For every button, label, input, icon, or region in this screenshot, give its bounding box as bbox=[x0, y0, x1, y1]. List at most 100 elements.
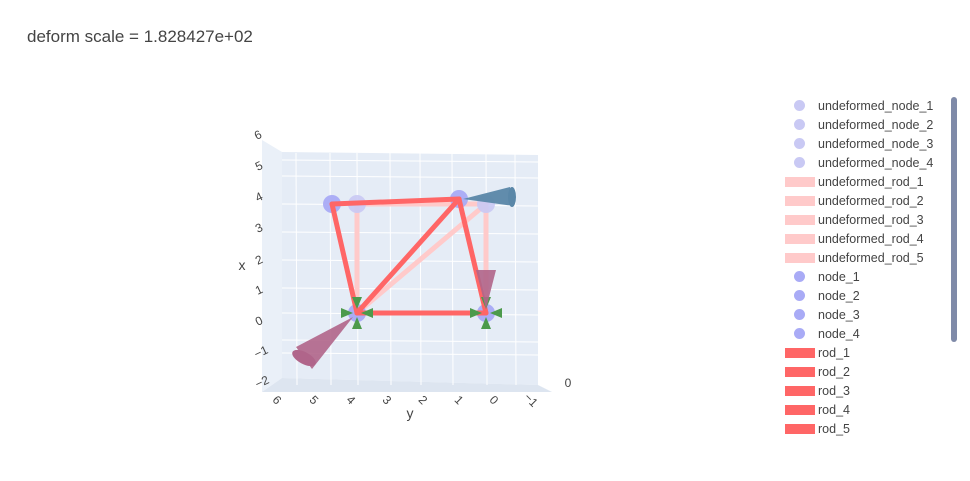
support-cone bbox=[352, 317, 362, 329]
legend-label: rod_4 bbox=[818, 402, 850, 417]
legend-label: node_1 bbox=[818, 269, 860, 284]
y-tick-label: 4 bbox=[344, 393, 359, 408]
legend-line-icon bbox=[782, 172, 818, 191]
load-cone-node-4 bbox=[463, 187, 514, 206]
legend-item[interactable]: undeformed_rod_4 bbox=[782, 229, 924, 248]
scene-side-wall bbox=[262, 140, 282, 392]
legend-marker-icon bbox=[782, 286, 818, 305]
legend-marker-icon bbox=[782, 267, 818, 286]
legend-item[interactable]: node_1 bbox=[782, 267, 860, 286]
legend-item[interactable]: rod_5 bbox=[782, 419, 850, 438]
legend-line-icon bbox=[782, 362, 818, 381]
x-tick-label: −1 bbox=[252, 343, 271, 362]
legend-item[interactable]: node_2 bbox=[782, 286, 860, 305]
legend-line-icon bbox=[782, 419, 818, 438]
legend-marker-icon bbox=[782, 96, 818, 115]
legend-label: undeformed_rod_3 bbox=[818, 212, 924, 227]
y-tick-label: 6 bbox=[270, 393, 285, 408]
grid-line-y bbox=[419, 152, 422, 386]
legend-label: rod_5 bbox=[818, 421, 850, 436]
legend-label: rod_2 bbox=[818, 364, 850, 379]
legend-line-icon bbox=[782, 210, 818, 229]
y-tick-label: 0 bbox=[487, 393, 502, 408]
legend-line-icon bbox=[782, 191, 818, 210]
grid-line-y bbox=[329, 152, 332, 386]
legend-label: undeformed_rod_5 bbox=[818, 250, 924, 265]
load-cone-node-3 bbox=[476, 270, 496, 309]
legend-item[interactable]: undeformed_rod_5 bbox=[782, 248, 924, 267]
legend-item[interactable]: undeformed_node_1 bbox=[782, 96, 933, 115]
legend-marker-icon bbox=[782, 134, 818, 153]
rod bbox=[456, 196, 489, 316]
x-tick-label: −2 bbox=[253, 373, 272, 392]
y-tick-label: 1 bbox=[452, 393, 467, 408]
legend-label: node_2 bbox=[818, 288, 860, 303]
grid-line-y bbox=[389, 152, 392, 386]
z-tick-label: 0 bbox=[565, 376, 572, 390]
support-cone bbox=[490, 308, 502, 318]
rods bbox=[329, 196, 489, 316]
legend-line-icon bbox=[782, 343, 818, 362]
legend-label: undeformed_node_4 bbox=[818, 155, 934, 170]
legend-label: rod_3 bbox=[818, 383, 850, 398]
legend-line-icon bbox=[782, 381, 818, 400]
legend-label: undeformed_rod_4 bbox=[818, 231, 924, 246]
legend-item[interactable]: rod_2 bbox=[782, 362, 850, 381]
legend-line-icon bbox=[782, 229, 818, 248]
legend-scrollbar[interactable] bbox=[951, 97, 957, 342]
y-axis-title: y bbox=[407, 405, 414, 421]
scene-floor bbox=[262, 378, 552, 392]
legend-marker-icon bbox=[782, 153, 818, 172]
legend-item[interactable]: rod_1 bbox=[782, 343, 850, 362]
legend-item[interactable]: rod_4 bbox=[782, 400, 850, 419]
legend-line-icon bbox=[782, 400, 818, 419]
rod bbox=[354, 196, 462, 316]
y-tick-label: 2 bbox=[416, 393, 431, 408]
load-cone-base bbox=[292, 349, 316, 367]
legend-label: rod_1 bbox=[818, 345, 850, 360]
legend-item[interactable]: undeformed_node_4 bbox=[782, 153, 933, 172]
legend-item[interactable]: undeformed_rod_1 bbox=[782, 172, 924, 191]
legend-label: undeformed_node_1 bbox=[818, 98, 934, 113]
legend-label: undeformed_node_3 bbox=[818, 136, 934, 151]
grid-line-x bbox=[281, 352, 539, 356]
legend-line-icon bbox=[782, 248, 818, 267]
x-axis-title: x bbox=[239, 257, 246, 273]
legend-item[interactable]: rod_3 bbox=[782, 381, 850, 400]
legend-label: node_3 bbox=[818, 307, 860, 322]
legend-item[interactable]: node_3 bbox=[782, 305, 860, 324]
grid-line-y bbox=[295, 152, 298, 386]
support-cone bbox=[481, 317, 491, 329]
legend-marker-icon bbox=[782, 324, 818, 343]
grid-line-x bbox=[281, 259, 539, 263]
legend-item[interactable]: undeformed_node_2 bbox=[782, 115, 933, 134]
legend-marker-icon bbox=[782, 115, 818, 134]
grid-line-y bbox=[451, 152, 454, 386]
x-tick-label: 6 bbox=[252, 127, 264, 143]
support-cone bbox=[361, 308, 373, 318]
legend-label: undeformed_rod_1 bbox=[818, 174, 924, 189]
grid-line-x bbox=[281, 175, 539, 179]
support-cones bbox=[341, 297, 373, 329]
legend-label: node_4 bbox=[818, 326, 860, 341]
legend-label: undeformed_rod_2 bbox=[818, 193, 924, 208]
grid-line-x bbox=[281, 287, 539, 291]
y-tick-label: 3 bbox=[380, 393, 395, 408]
legend-label: undeformed_node_2 bbox=[818, 117, 934, 132]
grid-line-x bbox=[281, 231, 539, 235]
chart-title: deform scale = 1.828427e+02 bbox=[27, 27, 253, 46]
support-cone bbox=[352, 297, 362, 309]
legend-item[interactable]: node_4 bbox=[782, 324, 860, 343]
y-tick-label: 5 bbox=[307, 393, 322, 408]
y-tick-label: −1 bbox=[521, 390, 541, 410]
legend-item[interactable]: undeformed_node_3 bbox=[782, 134, 933, 153]
load-cone-base bbox=[508, 187, 516, 207]
legend-item[interactable]: undeformed_rod_3 bbox=[782, 210, 924, 229]
grid-line-x bbox=[281, 159, 539, 163]
legend-item[interactable]: undeformed_rod_2 bbox=[782, 191, 924, 210]
rod bbox=[329, 196, 462, 207]
support-cone bbox=[470, 308, 482, 318]
rod bbox=[329, 201, 360, 316]
